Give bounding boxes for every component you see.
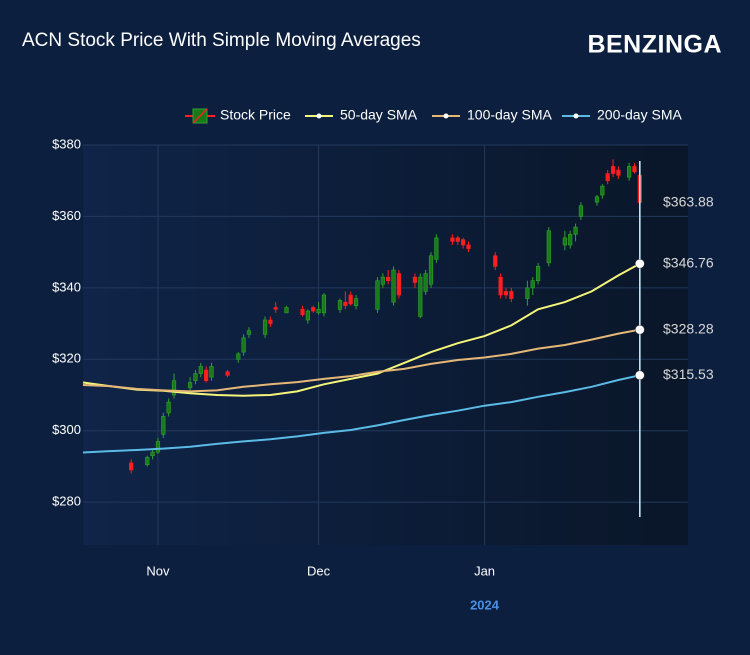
candle-body [155, 441, 161, 453]
sma-line [82, 262, 641, 397]
candle-body [386, 276, 391, 282]
x-tick-label: Nov [146, 563, 170, 578]
candle-body [380, 276, 385, 285]
price-annotation: $328.28 [663, 320, 714, 336]
hover-dot [635, 370, 645, 380]
candle-body [316, 308, 321, 314]
candle-body [434, 237, 439, 260]
y-tick-label: $320 [52, 351, 81, 366]
legend-label: 50-day SMA [340, 107, 418, 123]
candle-body [273, 307, 278, 310]
candle-body [493, 255, 498, 267]
sma-line [82, 328, 640, 393]
candle-body [562, 237, 567, 246]
candle-body [455, 237, 460, 242]
candle-body [530, 280, 535, 289]
candle-body [391, 269, 396, 303]
candle-body [498, 276, 503, 296]
candle-body [321, 294, 327, 314]
candle-body [348, 294, 353, 305]
candle-body [166, 401, 171, 414]
candle-body [236, 353, 241, 360]
candle-body [311, 307, 316, 312]
candle-body [632, 166, 637, 173]
candle-body [412, 276, 418, 283]
legend-icon [573, 113, 579, 119]
chart-title: ACN Stock Price With Simple Moving Avera… [22, 30, 421, 51]
candle-body [337, 300, 343, 310]
candle-body [262, 319, 268, 335]
candle-body [343, 301, 348, 307]
price-annotation: $315.53 [663, 366, 714, 382]
candle-body [129, 462, 134, 471]
candle-body [246, 330, 252, 335]
candle-body [204, 369, 209, 382]
candle-body [209, 366, 214, 378]
candle-body [466, 244, 471, 249]
candle-body [284, 307, 289, 314]
candle-body [525, 287, 530, 299]
candle-body [428, 255, 434, 285]
hover-dot [635, 258, 645, 269]
candle-body [353, 298, 359, 307]
candle-body [161, 416, 166, 435]
candle-body [171, 380, 177, 396]
plot-area [83, 145, 688, 545]
candle-body [503, 291, 509, 296]
legend-label: Stock Price [220, 107, 291, 123]
x-tick-label: Jan [474, 563, 495, 578]
legend-icon [316, 113, 322, 119]
x-tick-label: Dec [307, 563, 331, 578]
x-axis-label: 2024 [470, 597, 500, 612]
candle-body [375, 280, 380, 310]
candle-body [423, 273, 428, 292]
sma-line [82, 374, 641, 454]
price-annotation: $363.88 [663, 193, 714, 209]
y-tick-label: $360 [52, 208, 81, 223]
candle-body [461, 239, 466, 246]
price-annotation: $346.76 [663, 254, 714, 270]
candle-body [594, 196, 600, 203]
candle-body [627, 166, 632, 178]
legend-icon [443, 113, 449, 119]
candle-body [546, 230, 551, 264]
candle-body [150, 451, 155, 457]
marks: $363.88 $346.76 $328.28 $315.53 [82, 159, 714, 517]
candle-body [268, 319, 273, 324]
candle-body [578, 205, 584, 217]
candle-body [600, 185, 605, 196]
legend-label: 200-day SMA [597, 107, 682, 123]
candle-body [241, 337, 246, 353]
candle-body [187, 382, 193, 389]
legend: Stock Price 50-day SMA 100-day SMA 200-day … [185, 107, 682, 124]
candle-body [535, 266, 541, 282]
candle-body [450, 237, 455, 242]
grid: $280 $300 $320 $340 $360 $380 Nov Dec Jan 2024 [52, 136, 688, 612]
brand-logo: BENZINGA [587, 31, 722, 59]
legend-label: 100-day SMA [467, 107, 552, 123]
y-tick-label: $340 [52, 279, 81, 294]
candle-body [605, 173, 610, 182]
candle-body [418, 276, 423, 317]
y-tick-label: $380 [52, 136, 81, 151]
candle-body [616, 169, 621, 176]
candle-body [225, 371, 230, 376]
hover-dot [635, 324, 645, 335]
candle-body [610, 166, 616, 174]
candle-body [396, 273, 401, 296]
candle-body [573, 226, 578, 235]
candle-body [305, 310, 310, 321]
candle-body [193, 373, 198, 382]
y-tick-label: $300 [52, 422, 81, 437]
candle-body [568, 233, 573, 246]
y-tick-label: $280 [52, 494, 81, 509]
candle-body [198, 366, 203, 374]
candle-body [145, 457, 150, 465]
candle-body [509, 291, 514, 299]
candle-body [300, 308, 305, 315]
legend-icon [192, 108, 208, 124]
